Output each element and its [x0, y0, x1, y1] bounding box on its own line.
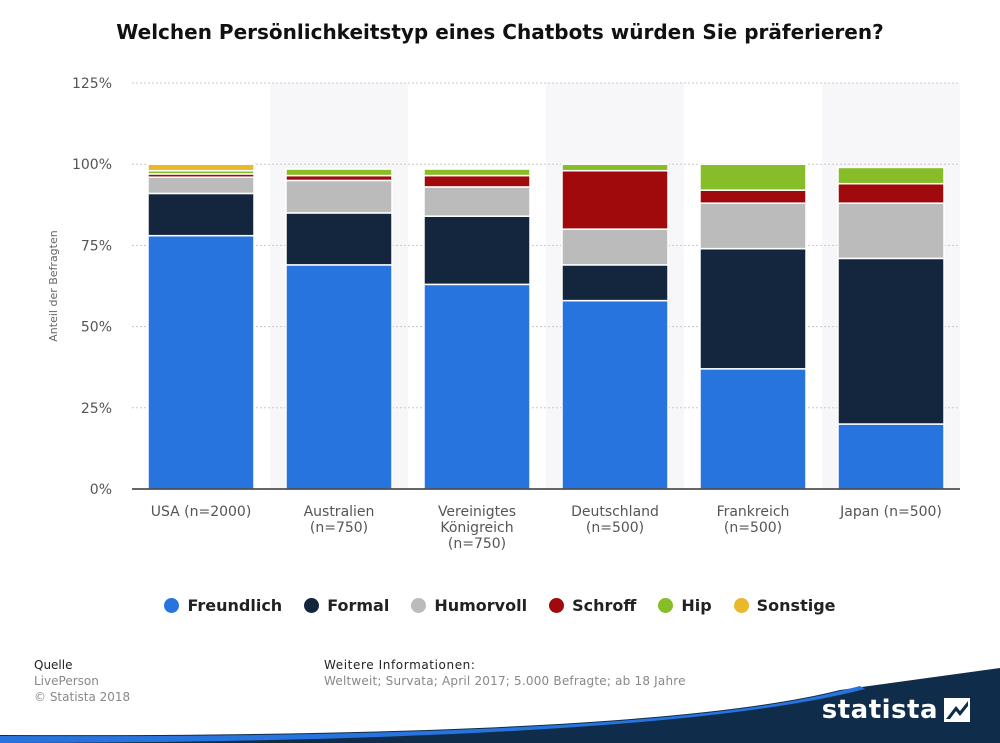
legend-label: Schroff	[572, 596, 637, 615]
chart-title: Welchen Persönlichkeitstyp eines Chatbot…	[116, 20, 884, 44]
x-tick-label: Japan (n=500)	[839, 504, 942, 520]
legend-marker-icon	[549, 598, 565, 613]
bar-segment-schroff	[699, 189, 807, 204]
bar-segment-humorvoll	[699, 202, 807, 250]
x-tick-label: Deutschland	[571, 504, 659, 520]
x-tick-label: (n=500)	[586, 520, 644, 536]
info-block: Weitere Informationen: Weltweit; Survata…	[324, 657, 686, 689]
bar-segment-hip	[837, 166, 945, 185]
x-tick-label: Königreich	[440, 520, 513, 536]
bar-segment-hip	[699, 163, 807, 191]
source-heading: Quelle	[34, 658, 73, 672]
bar-segment-sonstige	[699, 161, 807, 165]
bar-segment-formal	[147, 192, 255, 237]
x-tick-label: Australien	[304, 504, 375, 520]
bar-segment-freundlich	[423, 283, 531, 490]
legend-item-humorvoll[interactable]: Humorvoll	[411, 596, 527, 615]
legend-label: Freundlich	[187, 596, 283, 615]
legend-marker-icon	[411, 598, 427, 613]
bar-segment-hip	[423, 168, 531, 177]
y-tick-label: 25%	[81, 401, 112, 417]
y-axis-label: Anteil der Befragten	[47, 230, 60, 341]
bar-segment-sonstige	[147, 163, 255, 172]
info-text: Weltweit; Survata; April 2017; 5.000 Bef…	[324, 674, 686, 688]
statista-logo[interactable]: statista	[821, 695, 938, 725]
bar-segment-humorvoll	[147, 176, 255, 195]
bar-segment-freundlich	[285, 264, 393, 490]
bar-segment-formal	[699, 247, 807, 370]
bar-segment-formal	[285, 212, 393, 266]
bar-segment-schroff	[561, 169, 669, 230]
stacked-bar-chart: 0% 25% 50% 75% 100% 125% Anteil der Befragten U…	[47, 76, 960, 552]
x-tick-label: USA (n=2000)	[151, 504, 252, 520]
source-block: Quelle LivePerson © Statista 2018	[34, 657, 130, 705]
legend-label: Formal	[327, 596, 390, 615]
legend: Freundlich Formal Humorvoll Schroff Hip Sonst…	[0, 596, 1000, 615]
legend-marker-icon	[304, 598, 320, 613]
bar-segment-formal	[423, 215, 531, 286]
legend-marker-icon	[733, 598, 749, 613]
bar-segment-humorvoll	[285, 179, 393, 214]
y-tick-label: 50%	[81, 320, 112, 336]
legend-label: Hip	[681, 596, 712, 615]
legend-marker-icon	[164, 598, 180, 613]
source-name[interactable]: LivePerson	[34, 674, 99, 688]
bar-segment-formal	[837, 257, 945, 425]
x-tick-label: (n=500)	[724, 520, 782, 536]
bar-segment-formal	[561, 264, 669, 302]
bar-segment-hip	[561, 163, 669, 172]
legend-marker-icon	[658, 598, 674, 613]
y-tick-label: 100%	[72, 157, 112, 173]
bar-segment-humorvoll	[837, 202, 945, 260]
legend-item-sonstige[interactable]: Sonstige	[733, 596, 836, 615]
x-tick-label: (n=750)	[310, 520, 368, 536]
copyright: © Statista 2018	[34, 690, 131, 704]
x-tick-label: Frankreich	[717, 504, 790, 520]
statista-logo-icon	[944, 698, 970, 722]
bar-segment-freundlich	[147, 234, 255, 490]
legend-item-formal[interactable]: Formal	[304, 596, 389, 615]
bar-segment-humorvoll	[561, 228, 669, 266]
legend-item-freundlich[interactable]: Freundlich	[164, 596, 282, 615]
bar-segment-schroff	[837, 182, 945, 204]
bar-segment-freundlich	[837, 423, 945, 490]
info-heading: Weitere Informationen:	[324, 658, 476, 672]
x-tick-label: Vereinigtes	[438, 504, 516, 520]
bar-segment-humorvoll	[423, 186, 531, 217]
bar-segment-hip	[285, 168, 393, 177]
legend-item-hip[interactable]: Hip	[658, 596, 712, 615]
y-tick-label: 125%	[72, 76, 112, 92]
legend-label: Humorvoll	[434, 596, 528, 615]
legend-label: Sonstige	[756, 596, 836, 615]
legend-item-schroff[interactable]: Schroff	[549, 596, 636, 615]
x-tick-label: (n=750)	[448, 536, 506, 552]
y-tick-label: 75%	[81, 238, 112, 254]
bar-segment-freundlich	[561, 299, 669, 490]
bar-segment-freundlich	[699, 368, 807, 490]
y-tick-label: 0%	[90, 482, 112, 498]
bar-segment-schroff	[423, 174, 531, 188]
